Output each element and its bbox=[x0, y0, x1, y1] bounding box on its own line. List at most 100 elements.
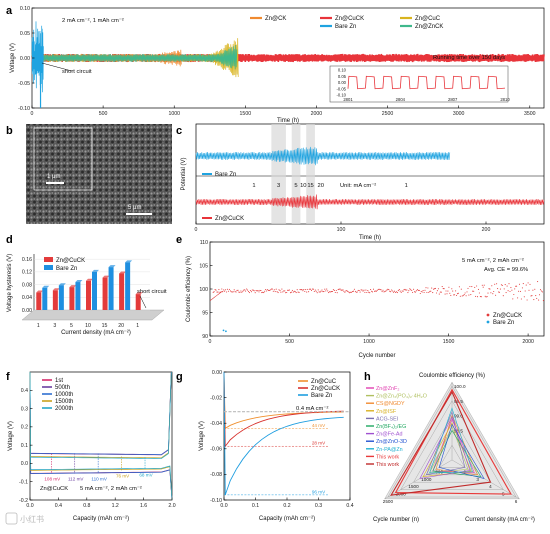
data-point bbox=[348, 291, 350, 293]
legend-label: Zn@ZnO-3D bbox=[376, 439, 407, 445]
data-point bbox=[460, 288, 462, 290]
legend-item: Zn@CuC bbox=[400, 16, 441, 22]
data-point bbox=[335, 289, 337, 292]
gap-label: 108 mV bbox=[44, 476, 61, 481]
bar-top bbox=[52, 288, 60, 291]
radar-ce-tick: 99.0 bbox=[454, 414, 463, 419]
data-point bbox=[313, 290, 315, 293]
data-point bbox=[376, 289, 378, 291]
data-point bbox=[478, 292, 480, 294]
data-point bbox=[465, 295, 467, 297]
data-point bbox=[330, 291, 332, 293]
panel-h-axis-current: Current density (mA cm⁻²) bbox=[465, 517, 535, 523]
data-point bbox=[537, 281, 539, 283]
data-point bbox=[456, 293, 459, 295]
panel-a-inset-trace: 2801 2804 2807 2810 0.100.050.00-0.05 -0.10 bbox=[336, 68, 510, 103]
data-point bbox=[281, 288, 283, 290]
legend-item: Zn@CuCK bbox=[202, 216, 244, 222]
panel-d-annotation: short circuit bbox=[137, 289, 167, 295]
radar-series-polygon bbox=[390, 390, 492, 496]
annotation-pointer bbox=[139, 295, 147, 309]
data-point bbox=[239, 291, 241, 293]
data-point bbox=[438, 293, 440, 295]
data-point bbox=[470, 294, 472, 296]
data-point bbox=[246, 288, 248, 290]
data-point bbox=[316, 292, 318, 294]
data-point bbox=[259, 289, 261, 291]
x-tick-label: 5 bbox=[70, 323, 73, 329]
chart-floor bbox=[21, 309, 165, 321]
data-point bbox=[359, 291, 361, 293]
data-point bbox=[223, 289, 225, 291]
data-point bbox=[497, 291, 500, 293]
legend-label: CS@NGDY bbox=[376, 401, 405, 407]
panel-a-xlabel: Time (h) bbox=[277, 118, 299, 124]
data-point bbox=[342, 289, 344, 291]
panel-b-label: b bbox=[6, 125, 13, 137]
x-tick-label: 0.2 bbox=[283, 503, 290, 509]
data-point bbox=[541, 291, 543, 293]
legend-label: This work bbox=[376, 462, 399, 468]
y-tick-label: 110 bbox=[200, 240, 208, 246]
data-point bbox=[323, 291, 325, 293]
data-point bbox=[328, 292, 330, 294]
x-tick-label: 500 bbox=[285, 339, 294, 345]
data-point bbox=[337, 289, 339, 291]
x-tick-label: 0 bbox=[209, 339, 212, 345]
data-point-bare-zn bbox=[225, 330, 227, 333]
data-point bbox=[434, 287, 437, 289]
x-tick-label: 0 bbox=[31, 111, 34, 117]
bar-top bbox=[36, 290, 44, 293]
data-point bbox=[261, 292, 263, 294]
data-point bbox=[453, 294, 455, 296]
data-point bbox=[531, 295, 533, 297]
overpotential-label: 28 mV bbox=[312, 441, 326, 446]
bar-zn-cuck bbox=[102, 277, 108, 310]
x-tick-label: 0.1 bbox=[252, 503, 259, 509]
legend-item: 1500th bbox=[42, 399, 73, 405]
inset-x-tick-label: 2801 bbox=[343, 97, 353, 102]
inset-y-tick-label: 0.00 bbox=[338, 80, 347, 85]
charge-curve bbox=[29, 371, 172, 459]
data-point bbox=[291, 289, 293, 291]
data-point bbox=[507, 290, 509, 292]
data-point bbox=[411, 289, 413, 292]
data-point bbox=[492, 293, 494, 295]
data-point bbox=[267, 289, 269, 291]
data-point bbox=[467, 287, 469, 289]
watermark-text: 小红书 bbox=[20, 514, 44, 524]
x-tick-label: 0.4 bbox=[55, 503, 62, 509]
data-point bbox=[310, 289, 313, 291]
charge-curve bbox=[29, 371, 172, 459]
data-point bbox=[484, 295, 486, 297]
data-point bbox=[479, 296, 481, 298]
data-point bbox=[283, 290, 285, 292]
discharge-curve bbox=[29, 371, 173, 501]
y-tick-label: 0.00 bbox=[22, 308, 32, 314]
inset-y-tick-label: 0.10 bbox=[338, 68, 347, 73]
data-point bbox=[282, 291, 284, 293]
initial-ramp bbox=[210, 290, 223, 301]
data-point bbox=[518, 283, 521, 285]
y-tick-label: 0.00 bbox=[20, 56, 30, 62]
y-tick-label: 0.00 bbox=[212, 370, 222, 376]
panel-e: e 0 500 1000 1500 2000 90 95 100 105 110 5 mA cm⁻… bbox=[176, 234, 545, 359]
data-point bbox=[358, 289, 360, 292]
data-point bbox=[363, 289, 365, 291]
data-point bbox=[451, 288, 453, 290]
panel-f-series: 108 mV 112 mV 110 mV 76 mV 68 mV bbox=[29, 371, 173, 501]
data-point bbox=[246, 289, 249, 291]
data-point bbox=[477, 288, 480, 290]
data-point bbox=[441, 286, 443, 288]
data-point bbox=[519, 290, 522, 292]
y-tick-label: 0.0 bbox=[21, 461, 28, 467]
data-point bbox=[399, 290, 401, 292]
data-point bbox=[311, 288, 313, 290]
data-point bbox=[330, 291, 333, 293]
data-point bbox=[351, 290, 354, 293]
data-point bbox=[421, 291, 423, 293]
data-point bbox=[315, 290, 317, 292]
data-point bbox=[483, 284, 485, 286]
data-point bbox=[229, 290, 231, 292]
data-point bbox=[495, 294, 497, 296]
